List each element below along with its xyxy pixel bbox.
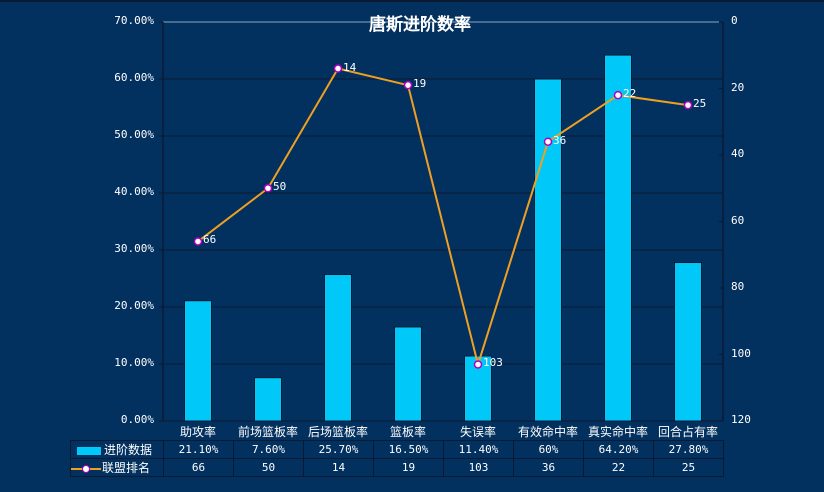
legend-entry-line: 联盟排名 xyxy=(70,458,164,477)
table-cell: 14 xyxy=(303,458,374,477)
bar xyxy=(324,274,352,422)
data-table-row-bars: 进阶数据 21.10% 7.60% 25.70% 16.50% 11.40% 6… xyxy=(70,440,724,459)
category-label: 失误率 xyxy=(459,425,496,439)
line-data-label: 36 xyxy=(553,133,567,147)
line-marker-swatch-icon xyxy=(71,464,101,474)
bar xyxy=(674,262,702,422)
bar xyxy=(534,78,562,422)
category-label: 有效命中率 xyxy=(517,425,578,439)
bar xyxy=(184,300,212,422)
table-cell: 16.50% xyxy=(373,440,444,459)
line-data-label: 50 xyxy=(273,180,287,194)
rank-line xyxy=(197,67,689,369)
right-axis-tick-label: 20 xyxy=(731,80,745,94)
table-cell: 19 xyxy=(373,458,444,477)
line-marker-icon xyxy=(193,237,203,246)
table-cell: 21.10% xyxy=(163,440,234,459)
table-cell: 60% xyxy=(513,440,584,459)
right-axis-tick-label: 80 xyxy=(731,280,745,293)
line-marker-icon xyxy=(403,80,413,90)
line-marker-icon xyxy=(263,184,273,193)
left-axis-tick-label: 70.00% xyxy=(114,14,154,27)
line-marker-icon xyxy=(613,90,623,100)
category-label: 后场篮板率 xyxy=(307,425,368,439)
table-cell: 103 xyxy=(443,458,514,477)
table-cell: 64.20% xyxy=(583,440,654,459)
table-cell: 50 xyxy=(233,458,304,477)
line-data-label: 19 xyxy=(413,77,427,91)
line-data-label: 22 xyxy=(623,87,637,101)
table-cell: 27.80% xyxy=(653,440,724,459)
data-table-row-line: 联盟排名 66 50 14 19 103 36 22 25 xyxy=(70,458,724,477)
left-axis-tick-label: 10.00% xyxy=(114,356,154,369)
line-marker-icon xyxy=(473,360,483,369)
left-axis-tick-label: 50.00% xyxy=(114,128,154,141)
right-axis-tick-label: 0 xyxy=(731,14,738,27)
right-axis-tick-label: 120 xyxy=(731,413,751,426)
category-label: 回合占有率 xyxy=(657,425,718,439)
line-marker-icon xyxy=(333,64,343,73)
right-axis-tick-label: 40 xyxy=(731,147,745,160)
table-cell: 25.70% xyxy=(303,440,374,459)
table-cell: 22 xyxy=(583,458,654,477)
left-axis-tick-label: 0.00% xyxy=(120,413,154,426)
bar xyxy=(394,326,422,422)
table-cell: 36 xyxy=(513,458,584,477)
top-border xyxy=(0,0,824,2)
table-cell: 66 xyxy=(163,458,234,477)
line-marker-icon xyxy=(543,137,553,146)
right-axis-tick-label: 60 xyxy=(731,213,745,227)
right-axis-tick-label: 100 xyxy=(731,346,751,360)
left-axis-tick-label: 30.00% xyxy=(114,242,154,255)
axes xyxy=(159,21,724,422)
left-axis-tick-label: 20.00% xyxy=(114,299,154,312)
bar-swatch-icon xyxy=(77,446,101,455)
table-cell: 25 xyxy=(653,458,724,477)
left-axis-tick-label: 40.00% xyxy=(114,185,154,198)
category-label: 助攻率 xyxy=(179,425,216,439)
line-series xyxy=(193,64,693,369)
bar xyxy=(254,377,282,422)
left-axis-tick-label: 60.00% xyxy=(114,71,154,84)
line-data-label: 25 xyxy=(693,97,707,111)
category-label: 真实命中率 xyxy=(587,425,648,439)
chart-title: 唐斯进阶数率 xyxy=(369,15,471,35)
bar xyxy=(604,54,632,422)
bar-series xyxy=(184,54,702,422)
table-cell: 11.40% xyxy=(443,440,514,459)
line-data-label: 14 xyxy=(343,60,357,74)
category-label: 前场篮板率 xyxy=(237,425,298,439)
legend-entry-bars: 进阶数据 xyxy=(70,440,164,459)
data-table: 进阶数据 21.10% 7.60% 25.70% 16.50% 11.40% 6… xyxy=(70,440,724,477)
line-marker-icon xyxy=(683,100,693,110)
table-cell: 7.60% xyxy=(233,440,304,459)
category-label: 篮板率 xyxy=(389,425,426,439)
line-data-label: 66 xyxy=(203,233,217,247)
line-data-label: 103 xyxy=(483,356,503,370)
